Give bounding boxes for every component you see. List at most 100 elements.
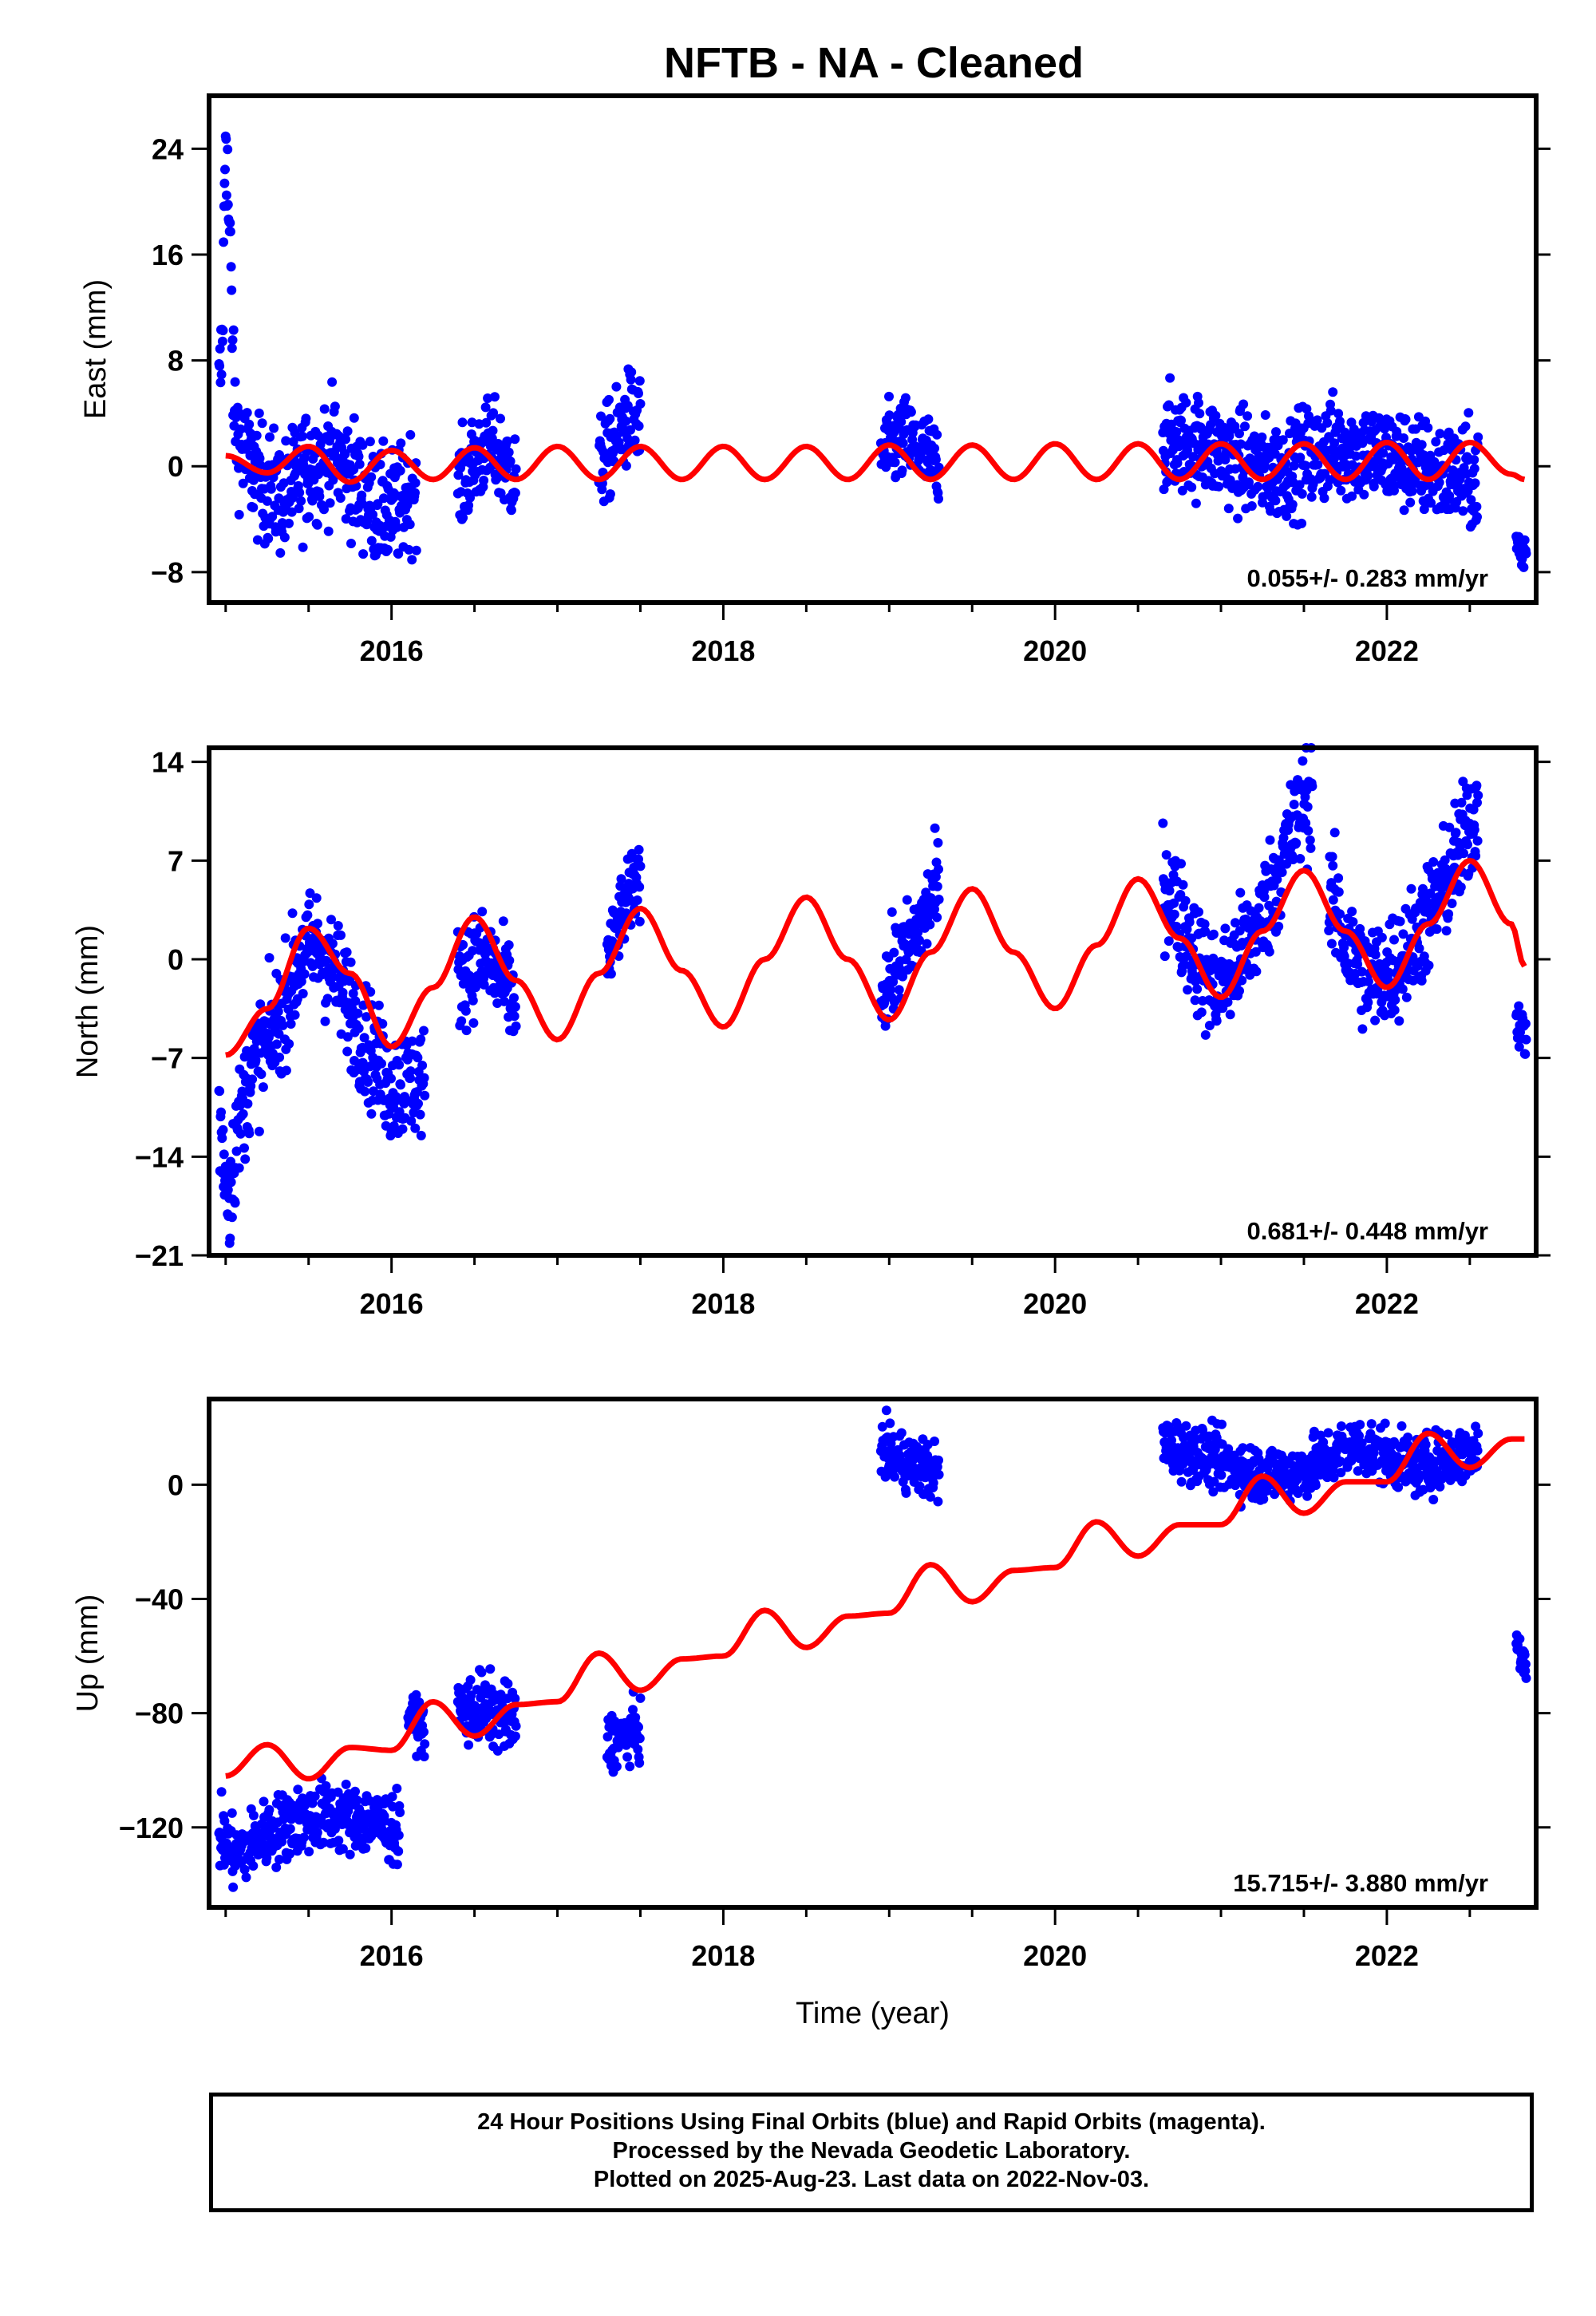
north-data-point xyxy=(365,986,376,997)
north-data-point xyxy=(358,1057,368,1068)
north-data-point xyxy=(1333,873,1344,883)
east-data-point xyxy=(284,518,294,528)
north-data-point xyxy=(377,1058,386,1069)
up-data-point xyxy=(1209,1476,1219,1487)
east-data-point xyxy=(458,512,468,523)
up-data-point xyxy=(1460,1430,1470,1441)
east-data-point xyxy=(1225,475,1235,485)
east-data-point xyxy=(312,520,322,530)
east-data-point xyxy=(405,520,415,530)
east-x-tick-label: 2018 xyxy=(691,634,755,667)
up-data-point xyxy=(503,1678,513,1689)
east-data-point xyxy=(244,419,255,429)
north-data-point xyxy=(280,933,290,943)
east-data-point xyxy=(1416,440,1427,450)
east-data-point xyxy=(1289,460,1299,471)
east-data-point xyxy=(488,425,498,436)
north-data-point xyxy=(215,1086,225,1097)
east-data-point xyxy=(1235,429,1244,439)
up-data-point xyxy=(1521,1673,1531,1683)
up-data-point xyxy=(420,1739,430,1749)
north-data-point xyxy=(1194,907,1203,917)
east-model-curve xyxy=(225,439,1526,485)
up-data-point xyxy=(1369,1448,1379,1458)
east-data-point xyxy=(266,484,276,494)
east-x-tick-label: 2016 xyxy=(360,634,424,667)
east-data-point xyxy=(411,545,421,555)
up-data-point xyxy=(510,1694,520,1704)
north-data-point xyxy=(468,1018,479,1028)
east-data-point xyxy=(492,472,503,483)
east-data-point xyxy=(262,496,272,506)
east-data-point xyxy=(898,438,908,449)
north-data-point xyxy=(1289,800,1299,809)
up-data-point xyxy=(1216,1470,1227,1480)
north-data-point xyxy=(230,1198,240,1208)
north-data-point xyxy=(1295,854,1306,864)
north-data-point xyxy=(410,1123,421,1133)
east-data-point xyxy=(358,440,368,450)
east-data-point xyxy=(1466,495,1476,505)
east-y-axis-label: East (mm) xyxy=(79,279,113,419)
east-data-point xyxy=(220,164,230,175)
north-data-point xyxy=(1196,1007,1207,1018)
east-data-point xyxy=(349,413,359,423)
up-data-point xyxy=(227,1808,237,1818)
east-data-point xyxy=(275,547,286,558)
east-data-point xyxy=(221,134,231,144)
north-data-point xyxy=(1472,836,1483,846)
north-data-point xyxy=(1339,951,1349,962)
up-data-point xyxy=(341,1779,351,1789)
east-data-point xyxy=(1312,415,1322,425)
up-data-point xyxy=(419,1727,429,1737)
east-data-point xyxy=(1521,548,1531,559)
north-data-point xyxy=(226,1177,236,1188)
east-data-point xyxy=(1297,488,1307,499)
up-data-point xyxy=(275,1855,284,1864)
north-data-point xyxy=(511,1021,521,1031)
east-data-point xyxy=(392,522,402,532)
north-data-point xyxy=(1471,851,1481,861)
up-data-point xyxy=(934,1469,944,1480)
east-data-point xyxy=(1322,417,1333,428)
east-x-tick-label: 2022 xyxy=(1355,634,1419,667)
east-data-point xyxy=(296,496,306,506)
north-data-point xyxy=(1389,1005,1400,1015)
east-data-point xyxy=(605,489,615,500)
up-data-point xyxy=(285,1824,295,1834)
east-data-point xyxy=(288,437,298,447)
east-data-point xyxy=(1431,437,1441,447)
north-data-point xyxy=(363,1077,373,1087)
east-data-point xyxy=(1319,493,1329,504)
up-data-point xyxy=(312,1828,322,1838)
north-data-point xyxy=(354,1023,364,1034)
east-data-point xyxy=(1165,373,1175,383)
north-data-point xyxy=(504,955,515,966)
east-data-point xyxy=(279,532,290,543)
up-data-point xyxy=(259,1796,269,1807)
north-data-point xyxy=(1328,860,1338,871)
east-data-point xyxy=(365,437,375,447)
up-data-point xyxy=(1357,1438,1367,1448)
north-data-point xyxy=(1254,903,1264,913)
east-data-point xyxy=(900,393,911,403)
north-data-point xyxy=(1169,909,1179,919)
east-y-tick-label: −8 xyxy=(151,556,184,589)
north-data-point xyxy=(350,996,361,1006)
east-data-point xyxy=(1400,414,1411,425)
east-data-point xyxy=(1336,485,1346,496)
east-data-point xyxy=(930,443,939,453)
east-data-point xyxy=(294,488,305,498)
east-data-point xyxy=(358,549,369,559)
east-data-point xyxy=(932,429,942,440)
north-data-point xyxy=(419,1073,429,1083)
up-data-point xyxy=(634,1758,645,1768)
up-data-point xyxy=(1262,1464,1273,1474)
east-data-point xyxy=(319,504,329,515)
up-data-point xyxy=(293,1784,303,1795)
east-data-point xyxy=(1325,405,1336,416)
north-data-point xyxy=(1441,926,1452,936)
north-data-point xyxy=(1303,825,1314,836)
north-data-point xyxy=(1180,895,1191,906)
east-data-point xyxy=(1369,481,1379,492)
